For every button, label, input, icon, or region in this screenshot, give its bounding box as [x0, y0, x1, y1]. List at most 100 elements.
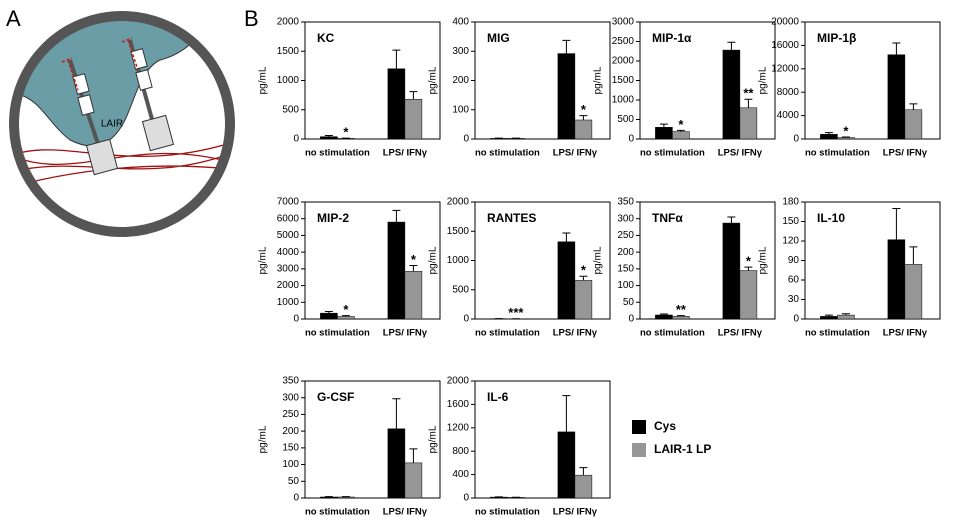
bar	[655, 127, 673, 140]
x-tick-label: LPS/ IFNγ	[553, 328, 598, 339]
y-tick-label: 300	[452, 46, 469, 57]
bar	[557, 53, 576, 140]
y-axis-label: pg/mL	[258, 425, 269, 453]
y-tick-label: 250	[282, 409, 299, 420]
significance-label: *	[343, 302, 349, 317]
y-tick-label: 250	[617, 230, 634, 241]
significance-label: **	[676, 302, 687, 317]
error-bar	[841, 136, 850, 138]
y-tick-label: 1500	[277, 46, 300, 57]
y-tick-label: 100	[282, 459, 299, 470]
significance-label: *	[581, 263, 587, 278]
error-bar	[727, 216, 736, 224]
x-tick-label: LPS/ IFNγ	[383, 328, 428, 339]
error-bar	[659, 313, 668, 315]
error-bar	[341, 315, 350, 317]
y-tick-label: 500	[452, 284, 469, 295]
y-tick-label: 30	[788, 294, 800, 305]
illustration-label: LAIR	[101, 119, 123, 130]
error-bar	[892, 42, 901, 55]
x-tick-label: LPS/ IFNγ	[553, 148, 598, 159]
y-tick-label: 2000	[447, 376, 470, 387]
y-tick-label: 4000	[277, 247, 300, 258]
error-bar	[392, 209, 401, 223]
x-tick-label: no stimulation	[305, 328, 370, 339]
y-tick-label: 0	[463, 493, 469, 504]
y-tick-label: 4000	[777, 110, 800, 121]
y-tick-label: 2000	[277, 280, 300, 291]
y-tick-label: 200	[617, 247, 634, 258]
x-tick-label: no stimulation	[475, 148, 540, 159]
x-tick-label: no stimulation	[475, 328, 540, 339]
significance-label: *	[581, 102, 587, 117]
error-bar	[409, 448, 418, 463]
x-tick-label: no stimulation	[805, 328, 870, 339]
error-bar	[727, 41, 736, 51]
error-bar	[392, 398, 401, 429]
significance-label: ***	[508, 305, 524, 320]
y-tick-label: 150	[282, 442, 299, 453]
significance-label: *	[746, 254, 752, 269]
y-tick-label: 350	[282, 376, 299, 387]
y-tick-label: 1000	[277, 297, 300, 308]
y-tick-label: 150	[782, 216, 799, 227]
plot-frame	[474, 380, 611, 499]
y-tick-label: 7000	[277, 197, 300, 208]
x-tick-label: LPS/ IFNγ	[718, 328, 763, 339]
bar	[574, 119, 593, 140]
y-tick-label: 300	[617, 213, 634, 224]
error-bar	[409, 265, 418, 272]
chart-title: MIP-2	[317, 211, 349, 225]
y-tick-label: 60	[788, 275, 800, 286]
panel-label: B	[244, 6, 259, 31]
chart-title: RANTES	[487, 211, 536, 225]
y-tick-label: 0	[793, 314, 799, 325]
error-bar	[324, 134, 333, 137]
plot-frame	[804, 21, 941, 140]
bar	[739, 107, 758, 140]
y-tick-label: 50	[623, 297, 635, 308]
error-bar	[579, 467, 588, 476]
error-bar	[579, 275, 588, 281]
error-bar	[562, 39, 571, 54]
y-tick-label: 120	[782, 236, 799, 247]
y-tick-label: 50	[288, 476, 300, 487]
x-tick-label: no stimulation	[475, 507, 540, 517]
y-tick-label: 1000	[612, 95, 635, 106]
x-tick-label: LPS/ IFNγ	[553, 507, 598, 517]
y-axis-label: pg/mL	[428, 425, 439, 453]
error-bar	[892, 208, 901, 240]
significance-label: **	[743, 86, 754, 101]
bar	[722, 49, 741, 140]
bar	[655, 314, 673, 320]
significance-label: *	[343, 125, 349, 140]
x-tick-label: LPS/ IFNγ	[883, 328, 928, 339]
y-tick-label: 2000	[612, 56, 635, 67]
chart-title: MIP-1α	[652, 31, 692, 45]
y-axis-label: pg/mL	[593, 246, 604, 274]
error-bar	[744, 98, 753, 108]
y-tick-label: 400	[452, 469, 469, 480]
y-tick-label: 200	[282, 426, 299, 437]
y-tick-label: 100	[617, 280, 634, 291]
y-axis-label: pg/mL	[593, 66, 604, 94]
significance-label: *	[411, 252, 417, 267]
y-tick-label: 16000	[771, 40, 799, 51]
error-bar	[659, 123, 668, 128]
y-tick-label: 1500	[612, 75, 635, 86]
panel-label: A	[6, 6, 21, 31]
chart-title: TNFα	[652, 211, 683, 225]
y-tick-label: 0	[293, 314, 299, 325]
illustration: LAIR	[9, 11, 235, 237]
y-tick-label: 350	[617, 197, 634, 208]
bar	[722, 222, 741, 320]
x-tick-label: LPS/ IFNγ	[718, 148, 763, 159]
legend-label: Cys	[654, 419, 676, 433]
x-tick-label: no stimulation	[305, 148, 370, 159]
y-tick-label: 12000	[771, 63, 799, 74]
legend-swatch	[632, 443, 646, 457]
y-tick-label: 200	[452, 75, 469, 86]
x-tick-label: LPS/ IFNγ	[383, 507, 428, 517]
bar	[574, 474, 593, 499]
y-axis-label: pg/mL	[258, 246, 269, 274]
